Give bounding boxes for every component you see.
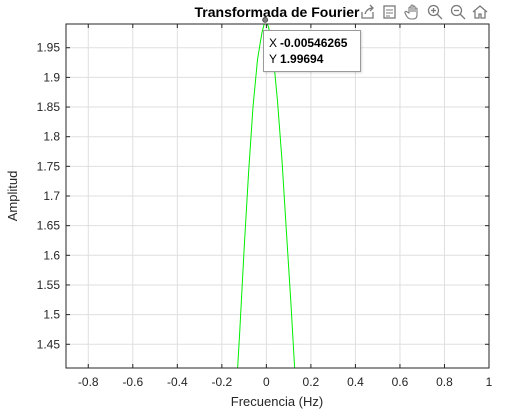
x-tick-label: -0.8 xyxy=(78,375,99,389)
chart-title: Transformada de Fourier xyxy=(195,4,360,20)
x-tick-label: 1 xyxy=(486,375,493,389)
zoom-out-icon[interactable] xyxy=(448,2,468,22)
y-tick-label: 1.65 xyxy=(37,219,61,233)
x-tick-labels: -0.8 -0.6 -0.4 -0.2 0 0.2 0.4 0.6 0.8 1 xyxy=(78,375,493,389)
x-tick-label: 0.2 xyxy=(303,375,320,389)
datatip-x-value: -0.00546265 xyxy=(280,36,348,50)
x-tick-label: -0.4 xyxy=(167,375,188,389)
series-group xyxy=(237,24,296,368)
datatip[interactable]: X -0.00546265 Y 1.99694 xyxy=(263,30,361,72)
x-tick-label: 0 xyxy=(263,375,270,389)
x-tick-label: 0.4 xyxy=(347,375,364,389)
pan-icon[interactable] xyxy=(403,2,423,22)
y-tick-label: 1.45 xyxy=(37,337,61,351)
y-tick-label: 1.9 xyxy=(43,70,60,84)
datatip-y-row: Y 1.99694 xyxy=(269,51,360,67)
series-line-0 xyxy=(237,24,296,368)
y-tick-label: 1.5 xyxy=(43,308,60,322)
y-tick-label: 1.55 xyxy=(37,278,61,292)
y-tick-label: 1.95 xyxy=(37,41,61,55)
datatip-x-label: X xyxy=(269,36,278,50)
y-tick-label: 1.8 xyxy=(43,130,60,144)
export-icon[interactable] xyxy=(358,2,378,22)
y-axis-label: Amplitud xyxy=(5,171,20,222)
y-tick-labels: 1.45 1.5 1.55 1.6 1.65 1.7 1.75 1.8 1.85 1.9 1.95 xyxy=(37,41,61,352)
x-axis-label: Frecuencia (Hz) xyxy=(231,394,323,409)
datatip-y-value: 1.99694 xyxy=(280,52,324,66)
brush-icon[interactable] xyxy=(381,2,401,22)
x-tick-label: -0.6 xyxy=(122,375,143,389)
axes-toolbar xyxy=(358,2,490,22)
datatip-y-label: Y xyxy=(269,52,278,66)
tick-marks xyxy=(66,24,490,368)
y-tick-label: 1.75 xyxy=(37,159,61,173)
y-tick-label: 1.85 xyxy=(37,100,61,114)
x-tick-label: -0.2 xyxy=(211,375,232,389)
home-icon[interactable] xyxy=(471,2,491,22)
x-tick-label: 0.6 xyxy=(392,375,409,389)
zoom-in-icon[interactable] xyxy=(426,2,446,22)
y-tick-label: 1.6 xyxy=(43,248,60,262)
datatip-marker[interactable] xyxy=(262,16,269,23)
y-tick-label: 1.7 xyxy=(43,189,60,203)
x-tick-label: 0.8 xyxy=(436,375,453,389)
datatip-x-row: X -0.00546265 xyxy=(269,35,360,51)
